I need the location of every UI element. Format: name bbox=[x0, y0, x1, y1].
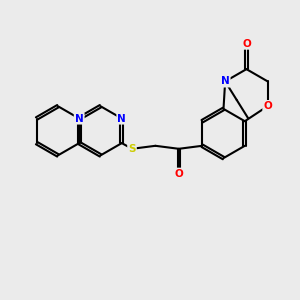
Text: O: O bbox=[174, 169, 183, 179]
Text: O: O bbox=[263, 101, 272, 111]
Text: O: O bbox=[242, 39, 251, 49]
Text: N: N bbox=[221, 76, 230, 86]
Text: N: N bbox=[75, 113, 84, 124]
Text: S: S bbox=[128, 144, 136, 154]
Text: N: N bbox=[117, 113, 126, 124]
